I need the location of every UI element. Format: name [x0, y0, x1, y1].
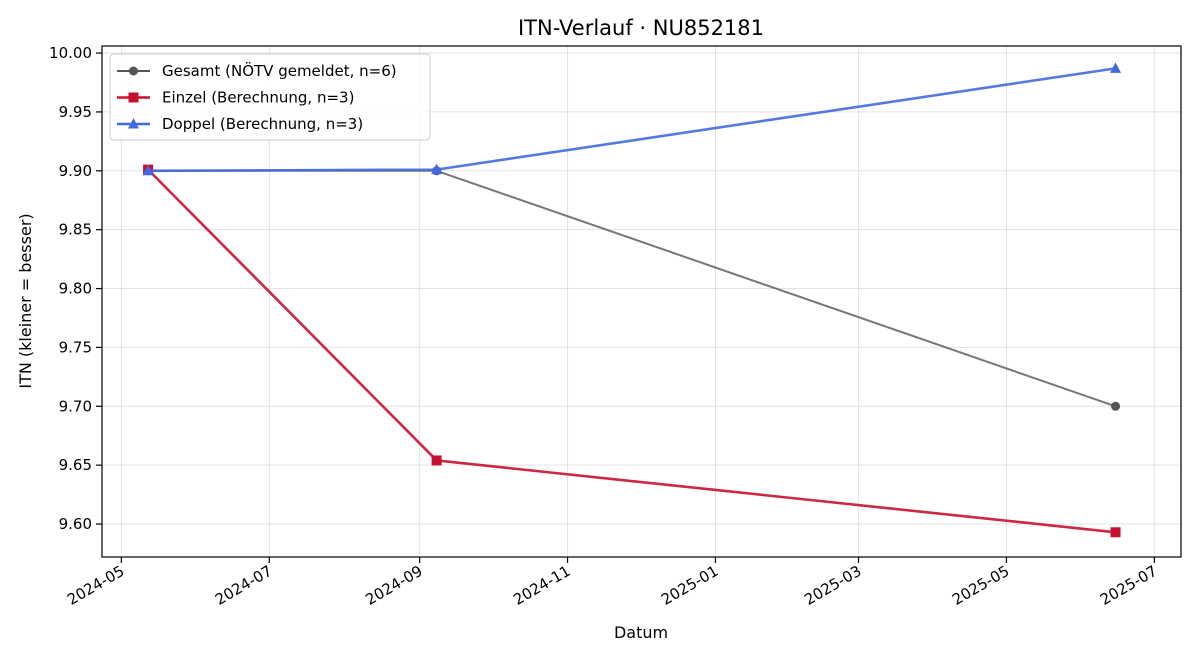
- x-tick-label: 2024-09: [362, 562, 425, 609]
- data-point: [1110, 62, 1122, 73]
- legend-label: Doppel (Berechnung, n=3): [162, 115, 363, 133]
- y-tick-label: 9.70: [59, 397, 92, 415]
- legend-marker: [129, 66, 138, 76]
- data-point: [1110, 527, 1121, 538]
- legend-marker: [128, 92, 139, 103]
- legend-box: [109, 53, 431, 141]
- y-tick-label: 9.60: [59, 515, 92, 533]
- y-tick-label: 9.80: [59, 280, 92, 298]
- series-2: [143, 164, 1121, 538]
- grid-layer: [102, 46, 1181, 557]
- x-tick-label: 2025-03: [801, 562, 864, 609]
- x-tick-label: 2025-01: [658, 562, 721, 609]
- y-tick-label: 9.95: [59, 103, 92, 121]
- y-axis-label: ITN (kleiner = besser): [16, 213, 35, 388]
- x-tick-label: 2024-11: [510, 562, 573, 609]
- plot-frame: [101, 45, 1182, 558]
- x-tick-label: 2024-07: [212, 562, 275, 609]
- x-tick-label: 2024-05: [64, 562, 127, 609]
- x-axis-label: Datum: [614, 623, 668, 642]
- data-point: [1111, 401, 1121, 411]
- data-point: [431, 455, 442, 466]
- series-3: [142, 62, 1122, 176]
- y-tick-label: 9.65: [59, 456, 92, 474]
- legend: Gesamt (NÖTV gemeldet, n=6) Einzel (Berec…: [109, 53, 431, 141]
- x-tick-label: 2025-05: [949, 562, 1012, 609]
- x-tick-label: 2025-07: [1097, 562, 1160, 609]
- series-layer: [142, 62, 1122, 538]
- legend-label: Gesamt (NÖTV gemeldet, n=6): [162, 61, 397, 80]
- y-tick-label: 9.75: [59, 338, 92, 356]
- data-point: [431, 163, 443, 175]
- y-tick-label: 9.90: [59, 162, 92, 180]
- y-tick-label: 10.00: [49, 44, 92, 62]
- legend-label: Einzel (Berechnung, n=3): [162, 89, 354, 107]
- series-line: [147, 168, 1116, 534]
- data-point: [142, 164, 154, 176]
- legend-marker: [128, 118, 139, 129]
- chart-title: ITN-Verlauf · NU852181: [518, 16, 764, 40]
- y-tick-label: 9.85: [59, 221, 92, 239]
